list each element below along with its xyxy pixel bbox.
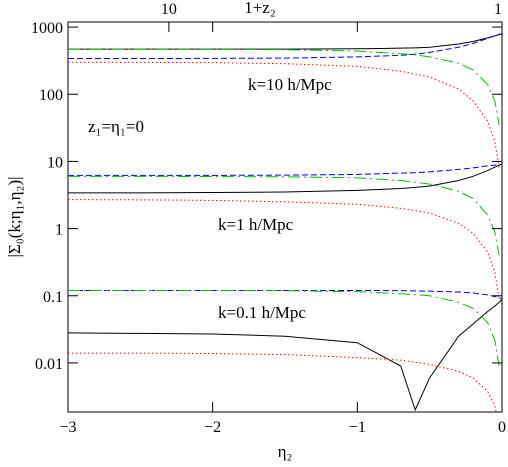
plot-frame — [67, 21, 503, 413]
y-tick-label: 10 — [47, 154, 63, 171]
x2-tick-label: 10 — [161, 1, 177, 18]
annotation: k=1 h/Mpc — [218, 215, 294, 234]
x-tick-label: −1 — [349, 419, 366, 436]
series-line — [68, 175, 500, 256]
series-line — [68, 199, 500, 299]
series-line — [68, 61, 500, 169]
series-line — [68, 299, 502, 412]
x-tick-label: −3 — [59, 419, 76, 436]
x2-axis-label: 1+z₂ — [244, 0, 276, 17]
y-tick-label: 0.01 — [35, 356, 63, 373]
series-line — [68, 352, 497, 412]
series-line — [68, 33, 502, 60]
y-tick-label: 1000 — [31, 20, 63, 37]
y-axis-label: |Σ₀(k;η₁,η₂)| — [5, 176, 24, 257]
x-tick-label: 0 — [498, 419, 506, 436]
annotation: k=10 h/Mpc — [248, 75, 332, 94]
x-axis-label: η₂ — [278, 442, 293, 461]
curves — [68, 33, 502, 412]
series-line — [68, 163, 502, 194]
annotation: z₁=η₁=0 — [88, 117, 144, 136]
y-tick-label: 100 — [39, 87, 63, 104]
x2-tick-label: 1 — [494, 1, 502, 18]
y-tick-label: 1 — [55, 222, 63, 239]
annotation: k=0.1 h/Mpc — [218, 303, 306, 322]
series-line — [68, 48, 500, 125]
series-line — [68, 163, 502, 176]
y-tick-label: 0.1 — [43, 289, 63, 306]
series-line — [68, 289, 500, 367]
x-tick-label: −2 — [204, 419, 221, 436]
series-line — [68, 33, 502, 50]
